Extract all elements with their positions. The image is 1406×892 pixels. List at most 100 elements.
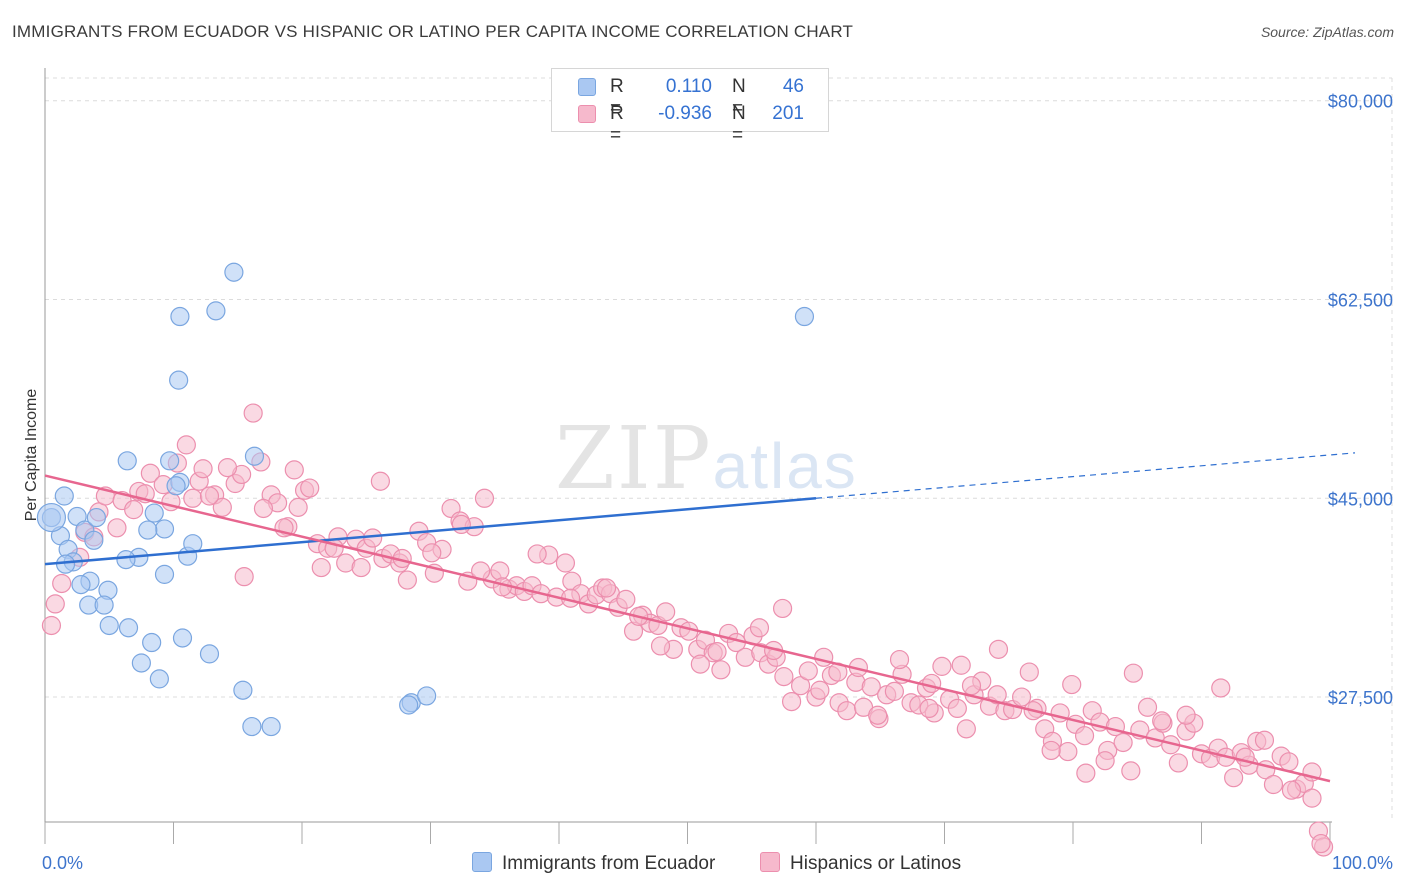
hispanic-point bbox=[527, 544, 547, 564]
hispanic-point bbox=[616, 589, 636, 609]
hispanic-point bbox=[41, 615, 62, 636]
hispanic-point bbox=[837, 701, 857, 721]
hispanic-point bbox=[798, 661, 818, 681]
legend-n-label: N = bbox=[732, 103, 746, 146]
hispanic-point bbox=[596, 578, 617, 598]
hispanic-point bbox=[490, 561, 510, 581]
hispanic-point bbox=[1062, 674, 1082, 695]
hispanic-point bbox=[772, 598, 793, 619]
legend-r-value: -0.936 bbox=[658, 103, 712, 124]
hispanic-point bbox=[451, 514, 471, 535]
y-tick-label: $62,500 bbox=[1328, 290, 1393, 310]
hispanic-point bbox=[1123, 663, 1143, 683]
ecuador-point bbox=[242, 716, 262, 737]
series-swatch-blue bbox=[472, 852, 492, 872]
ecuador-trend-extension bbox=[815, 452, 1356, 499]
ecuador-point bbox=[154, 564, 175, 584]
series-legend-hispanic[interactable]: Hispanics or Latinos bbox=[760, 852, 961, 875]
hispanic-point bbox=[922, 673, 942, 694]
y-tick-label: $45,000 bbox=[1328, 489, 1393, 509]
hispanic-point bbox=[397, 570, 417, 590]
ecuador-point bbox=[794, 306, 815, 327]
legend-swatch-blue bbox=[578, 78, 596, 96]
series-label-hispanic: Hispanics or Latinos bbox=[790, 853, 962, 874]
ecuador-trend-line bbox=[44, 497, 817, 566]
ecuador-point bbox=[84, 530, 104, 550]
hispanic-point bbox=[422, 543, 442, 563]
y-axis-title: Per Capita Income bbox=[23, 389, 40, 522]
trend-lines bbox=[44, 452, 1356, 783]
ecuador-point bbox=[160, 451, 180, 471]
hispanic-trend-line bbox=[44, 474, 1331, 783]
ecuador-point bbox=[138, 520, 158, 540]
axes bbox=[44, 68, 1332, 844]
hispanic-point bbox=[217, 458, 238, 478]
hispanic-point bbox=[300, 478, 320, 498]
ecuador-point bbox=[116, 550, 136, 570]
hispanic-point bbox=[1263, 774, 1284, 795]
ecuador-point bbox=[71, 575, 91, 595]
ecuador-point bbox=[144, 503, 164, 523]
ecuador-point bbox=[172, 628, 193, 648]
ecuador-point bbox=[417, 686, 437, 706]
hispanic-point bbox=[861, 677, 881, 697]
ecuador-point bbox=[170, 306, 190, 327]
y-tick-labels: $27,500 $45,000 $62,500 $80,000 bbox=[1328, 92, 1393, 708]
x-tick-label-min: 0.0% bbox=[42, 853, 83, 873]
hispanic-point bbox=[868, 705, 888, 725]
hispanic-point bbox=[124, 500, 144, 520]
series-legend-ecuador[interactable]: Immigrants from Ecuador bbox=[472, 852, 715, 875]
hispanic-point bbox=[1019, 662, 1039, 682]
hispanic-point bbox=[1041, 740, 1061, 761]
hispanic-point bbox=[1152, 711, 1172, 731]
hispanic-point bbox=[1105, 716, 1126, 737]
hispanic-point bbox=[1168, 753, 1188, 773]
hispanic-point bbox=[1311, 833, 1331, 854]
ecuador-point bbox=[199, 644, 220, 664]
y-tick-label: $27,500 bbox=[1328, 688, 1393, 708]
ecuador-point bbox=[54, 486, 74, 506]
ecuador-point bbox=[117, 451, 137, 471]
hispanic-point bbox=[555, 553, 576, 573]
hispanic-point bbox=[656, 602, 676, 622]
hispanic-point bbox=[1254, 730, 1275, 750]
ecuador-point-large bbox=[36, 502, 67, 533]
y-tick-label: $80,000 bbox=[1328, 92, 1393, 112]
ecuador-point bbox=[224, 262, 244, 282]
hispanic-point bbox=[1137, 697, 1158, 717]
hispanic-point bbox=[107, 518, 127, 538]
hispanic-point bbox=[183, 488, 203, 508]
x-tick-label-max: 100.0% bbox=[1332, 853, 1393, 873]
hispanic-point bbox=[176, 435, 196, 455]
hispanic-point bbox=[370, 471, 390, 491]
ecuador-point bbox=[244, 446, 265, 466]
hispanic-point bbox=[351, 557, 371, 578]
legend-swatch-pink bbox=[578, 105, 596, 123]
hispanic-point bbox=[919, 698, 939, 719]
hispanic-point bbox=[814, 647, 834, 667]
legend-n-label: N = bbox=[732, 76, 746, 119]
hispanic-point bbox=[884, 681, 904, 701]
hispanic-point bbox=[1074, 726, 1095, 746]
hispanic-point bbox=[140, 463, 160, 483]
ecuador-point bbox=[206, 301, 226, 321]
hispanic-point bbox=[781, 691, 802, 712]
hispanic-point bbox=[253, 498, 274, 519]
hispanic-point bbox=[951, 655, 971, 675]
ecuador-points bbox=[36, 262, 815, 737]
ecuador-point bbox=[99, 615, 119, 636]
hispanic-point bbox=[690, 654, 710, 674]
ecuador-point bbox=[131, 653, 151, 673]
ecuador-point bbox=[166, 476, 186, 496]
hispanic-point bbox=[749, 618, 770, 638]
hispanic-point bbox=[810, 680, 830, 700]
hispanic-point bbox=[52, 573, 72, 594]
hispanic-point bbox=[707, 642, 727, 662]
hispanic-point bbox=[311, 557, 331, 578]
ecuador-point bbox=[142, 632, 162, 653]
ecuador-point bbox=[94, 595, 114, 615]
hispanic-point bbox=[956, 719, 976, 739]
hispanic-point bbox=[1076, 763, 1096, 783]
hispanic-point bbox=[474, 488, 495, 508]
hispanic-point bbox=[1279, 752, 1299, 772]
